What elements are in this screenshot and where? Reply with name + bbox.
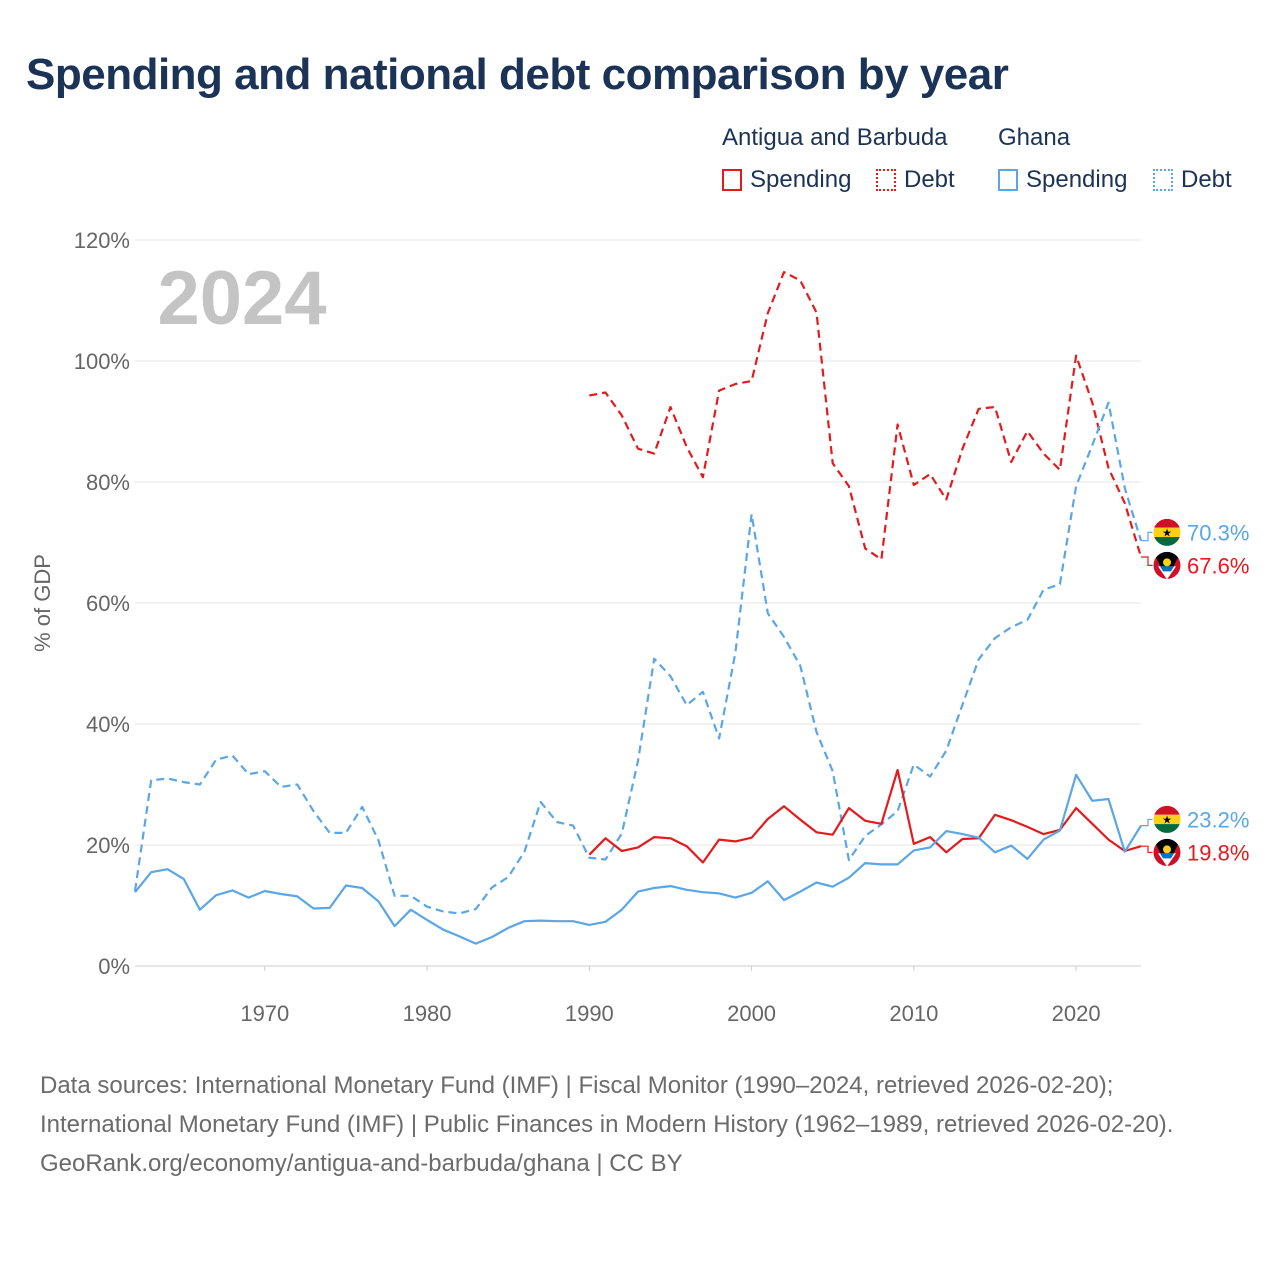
- legend-swatch-solid-icon: [998, 169, 1018, 191]
- svg-text:★: ★: [1162, 527, 1172, 539]
- ghana-flag-icon: ★: [1152, 804, 1182, 834]
- y-axis-label: % of GDP: [30, 554, 55, 652]
- end-labels: ★ 70.3% 67.6% ★ 23.2% 19.8%: [1141, 517, 1249, 867]
- end-label-connector: [1141, 556, 1154, 566]
- series-line-ghana-debt[interactable]: [133, 401, 1143, 915]
- series-line-ghana-spending[interactable]: [134, 773, 1142, 945]
- legend-item-antigua-spending[interactable]: Spending: [722, 166, 851, 194]
- legend-group-ghana: Ghana: [998, 124, 1071, 151]
- credit-line: GeoRank.org/economy/antigua-and-barbuda/…: [40, 1150, 683, 1177]
- x-axis-ticks: 1970 1980 1990 2000 2010 2020: [240, 966, 1101, 1026]
- legend-label: Debt: [904, 166, 955, 193]
- series-line-antigua-and-barbuda-debt[interactable]: [589, 271, 1143, 561]
- series-lines: [133, 271, 1143, 945]
- antigua-flag-icon: [1152, 837, 1182, 867]
- legend-label: Spending: [1026, 166, 1128, 193]
- year-watermark: 2024: [157, 256, 326, 341]
- legend-label: Spending: [750, 166, 852, 193]
- ghana-flag-icon: ★: [1152, 517, 1182, 547]
- x-tick-label: 2010: [889, 1001, 938, 1026]
- end-value-label: 23.2%: [1187, 807, 1249, 832]
- y-tick-label: 0%: [98, 954, 130, 979]
- x-tick-label: 1970: [240, 1001, 289, 1026]
- end-label-connector: [1141, 818, 1154, 827]
- x-tick-label: 1980: [403, 1001, 452, 1026]
- y-tick-label: 100%: [74, 349, 130, 374]
- end-value-label: 67.6%: [1187, 553, 1249, 578]
- series-line-antigua-and-barbuda-spending[interactable]: [588, 768, 1142, 864]
- legend-swatch-dotted-icon: [876, 169, 896, 191]
- x-tick-label: 2020: [1052, 1001, 1101, 1026]
- legend-item-antigua-debt[interactable]: Debt: [876, 166, 955, 194]
- y-tick-label: 40%: [86, 712, 130, 737]
- y-tick-label: 60%: [86, 591, 130, 616]
- x-tick-label: 2000: [727, 1001, 776, 1026]
- end-label-connector: [1141, 845, 1154, 854]
- y-tick-label: 120%: [74, 228, 130, 253]
- legend-item-ghana-debt[interactable]: Debt: [1153, 166, 1232, 194]
- y-tick-label: 80%: [86, 470, 130, 495]
- legend-swatch-solid-icon: [722, 169, 742, 191]
- y-axis-ticks: 0% 20% 40% 60% 80% 100% 120%: [74, 228, 130, 979]
- footer: Data sources: International Monetary Fun…: [40, 1066, 1240, 1183]
- y-tick-label: 20%: [86, 833, 130, 858]
- end-value-label: 70.3%: [1187, 520, 1249, 545]
- legend-item-ghana-spending[interactable]: Spending: [998, 166, 1127, 194]
- chart-title: Spending and national debt comparison by…: [26, 50, 1009, 99]
- svg-text:★: ★: [1162, 814, 1172, 826]
- data-sources: Data sources: International Monetary Fun…: [40, 1072, 1174, 1138]
- legend-group-antigua: Antigua and Barbuda: [722, 124, 948, 151]
- grid-lines: [135, 239, 1141, 967]
- line-chart: 0% 20% 40% 60% 80% 100% 120% 1970 1980 1990 2000 2…: [30, 228, 1249, 1026]
- legend-label: Debt: [1181, 166, 1232, 193]
- end-value-label: 19.8%: [1187, 840, 1249, 865]
- legend-swatch-dotted-icon: [1153, 169, 1173, 191]
- x-tick-label: 1990: [565, 1001, 614, 1026]
- antigua-flag-icon: [1152, 550, 1182, 580]
- end-label-connector: [1141, 531, 1154, 542]
